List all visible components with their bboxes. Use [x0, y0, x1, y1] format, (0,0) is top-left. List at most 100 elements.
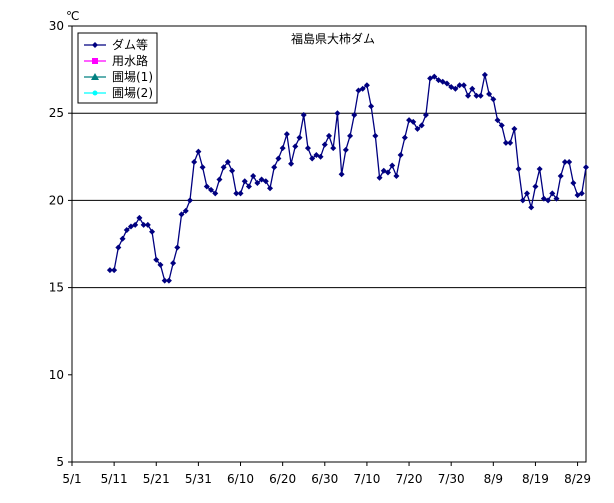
data-point — [241, 178, 248, 185]
data-point — [557, 172, 564, 179]
data-point — [283, 131, 290, 138]
data-point — [317, 153, 324, 160]
data-point — [144, 221, 151, 228]
x-tick-label: 5/21 — [143, 472, 170, 486]
x-tick-label: 7/30 — [438, 472, 465, 486]
data-point — [473, 92, 480, 99]
data-point — [262, 178, 269, 185]
data-point — [330, 145, 337, 152]
y-axis-unit: ℃ — [66, 9, 79, 23]
y-tick-label: 15 — [49, 281, 64, 295]
x-tick-label: 7/10 — [353, 472, 380, 486]
data-point — [502, 139, 509, 146]
data-point — [237, 190, 244, 197]
data-point — [233, 190, 240, 197]
data-point — [578, 190, 585, 197]
x-tick-label: 6/20 — [269, 472, 296, 486]
data-point — [469, 85, 476, 92]
x-tick-label: 7/20 — [396, 472, 423, 486]
series-layer — [106, 71, 589, 284]
data-point — [149, 228, 156, 235]
data-point — [401, 134, 408, 141]
data-point — [123, 227, 130, 234]
data-point — [393, 172, 400, 179]
data-point — [389, 162, 396, 169]
data-point — [498, 122, 505, 129]
data-point — [153, 256, 160, 263]
data-point — [372, 132, 379, 139]
data-point — [528, 204, 535, 211]
data-point — [224, 159, 231, 166]
data-point — [208, 186, 215, 193]
data-point — [195, 148, 202, 155]
data-point — [271, 164, 278, 171]
data-point — [490, 96, 497, 103]
data-point — [136, 214, 143, 221]
x-tick-label: 8/19 — [522, 472, 549, 486]
data-point — [549, 190, 556, 197]
data-point — [494, 117, 501, 124]
data-point — [132, 221, 139, 228]
data-point — [111, 267, 118, 274]
x-tick-label: 8/9 — [484, 472, 503, 486]
data-point — [296, 134, 303, 141]
data-point — [410, 118, 417, 125]
data-point — [456, 82, 463, 89]
data-point — [216, 176, 223, 183]
data-point — [115, 244, 122, 251]
data-point — [220, 164, 227, 171]
x-tick-label: 5/31 — [185, 472, 212, 486]
data-point — [199, 164, 206, 171]
data-point — [119, 235, 126, 242]
legend-label: 圃場(2) — [112, 86, 153, 100]
data-point — [267, 185, 274, 192]
data-point — [338, 171, 345, 178]
y-tick-label: 5 — [56, 455, 64, 469]
data-point — [536, 166, 543, 173]
data-point — [384, 169, 391, 176]
data-point — [279, 145, 286, 152]
data-point — [368, 103, 375, 110]
data-point — [140, 221, 147, 228]
y-tick-label: 20 — [49, 193, 64, 207]
data-point — [191, 159, 198, 166]
data-point — [182, 207, 189, 214]
data-point — [532, 183, 539, 190]
y-tick-label: 30 — [49, 19, 64, 33]
data-point — [452, 85, 459, 92]
legend-label: ダム等 — [112, 37, 148, 52]
x-tick-label: 8/29 — [564, 472, 591, 486]
x-axis: 5/1 5/11 5/21 5/31 6/10 6/20 6/30 7/10 7/20 7/30 8… — [62, 462, 591, 486]
data-point — [254, 179, 261, 186]
data-point — [363, 82, 370, 89]
chart-title: 福島県大柿ダム — [291, 31, 375, 46]
data-point — [351, 111, 358, 118]
data-point — [165, 277, 172, 284]
legend-marker — [92, 42, 98, 48]
plot-area — [71, 25, 587, 463]
data-point — [309, 155, 316, 162]
data-point — [524, 190, 531, 197]
grid — [72, 112, 586, 289]
legend-marker — [91, 73, 99, 80]
data-point — [334, 110, 341, 117]
data-point — [507, 139, 514, 146]
legend-label: 用水路 — [112, 53, 148, 68]
data-point — [359, 85, 366, 92]
data-point — [186, 197, 193, 204]
data-point — [300, 111, 307, 118]
data-point — [304, 145, 311, 152]
data-point — [326, 132, 332, 139]
data-point — [465, 92, 472, 99]
legend-marker — [92, 90, 98, 96]
data-point — [161, 277, 168, 284]
data-point — [250, 172, 257, 179]
data-point — [288, 160, 295, 167]
data-point — [561, 159, 568, 166]
data-point — [376, 174, 383, 181]
data-point — [321, 141, 328, 148]
x-tick-label: 6/10 — [227, 472, 254, 486]
data-point — [347, 132, 354, 139]
data-point — [397, 152, 404, 159]
